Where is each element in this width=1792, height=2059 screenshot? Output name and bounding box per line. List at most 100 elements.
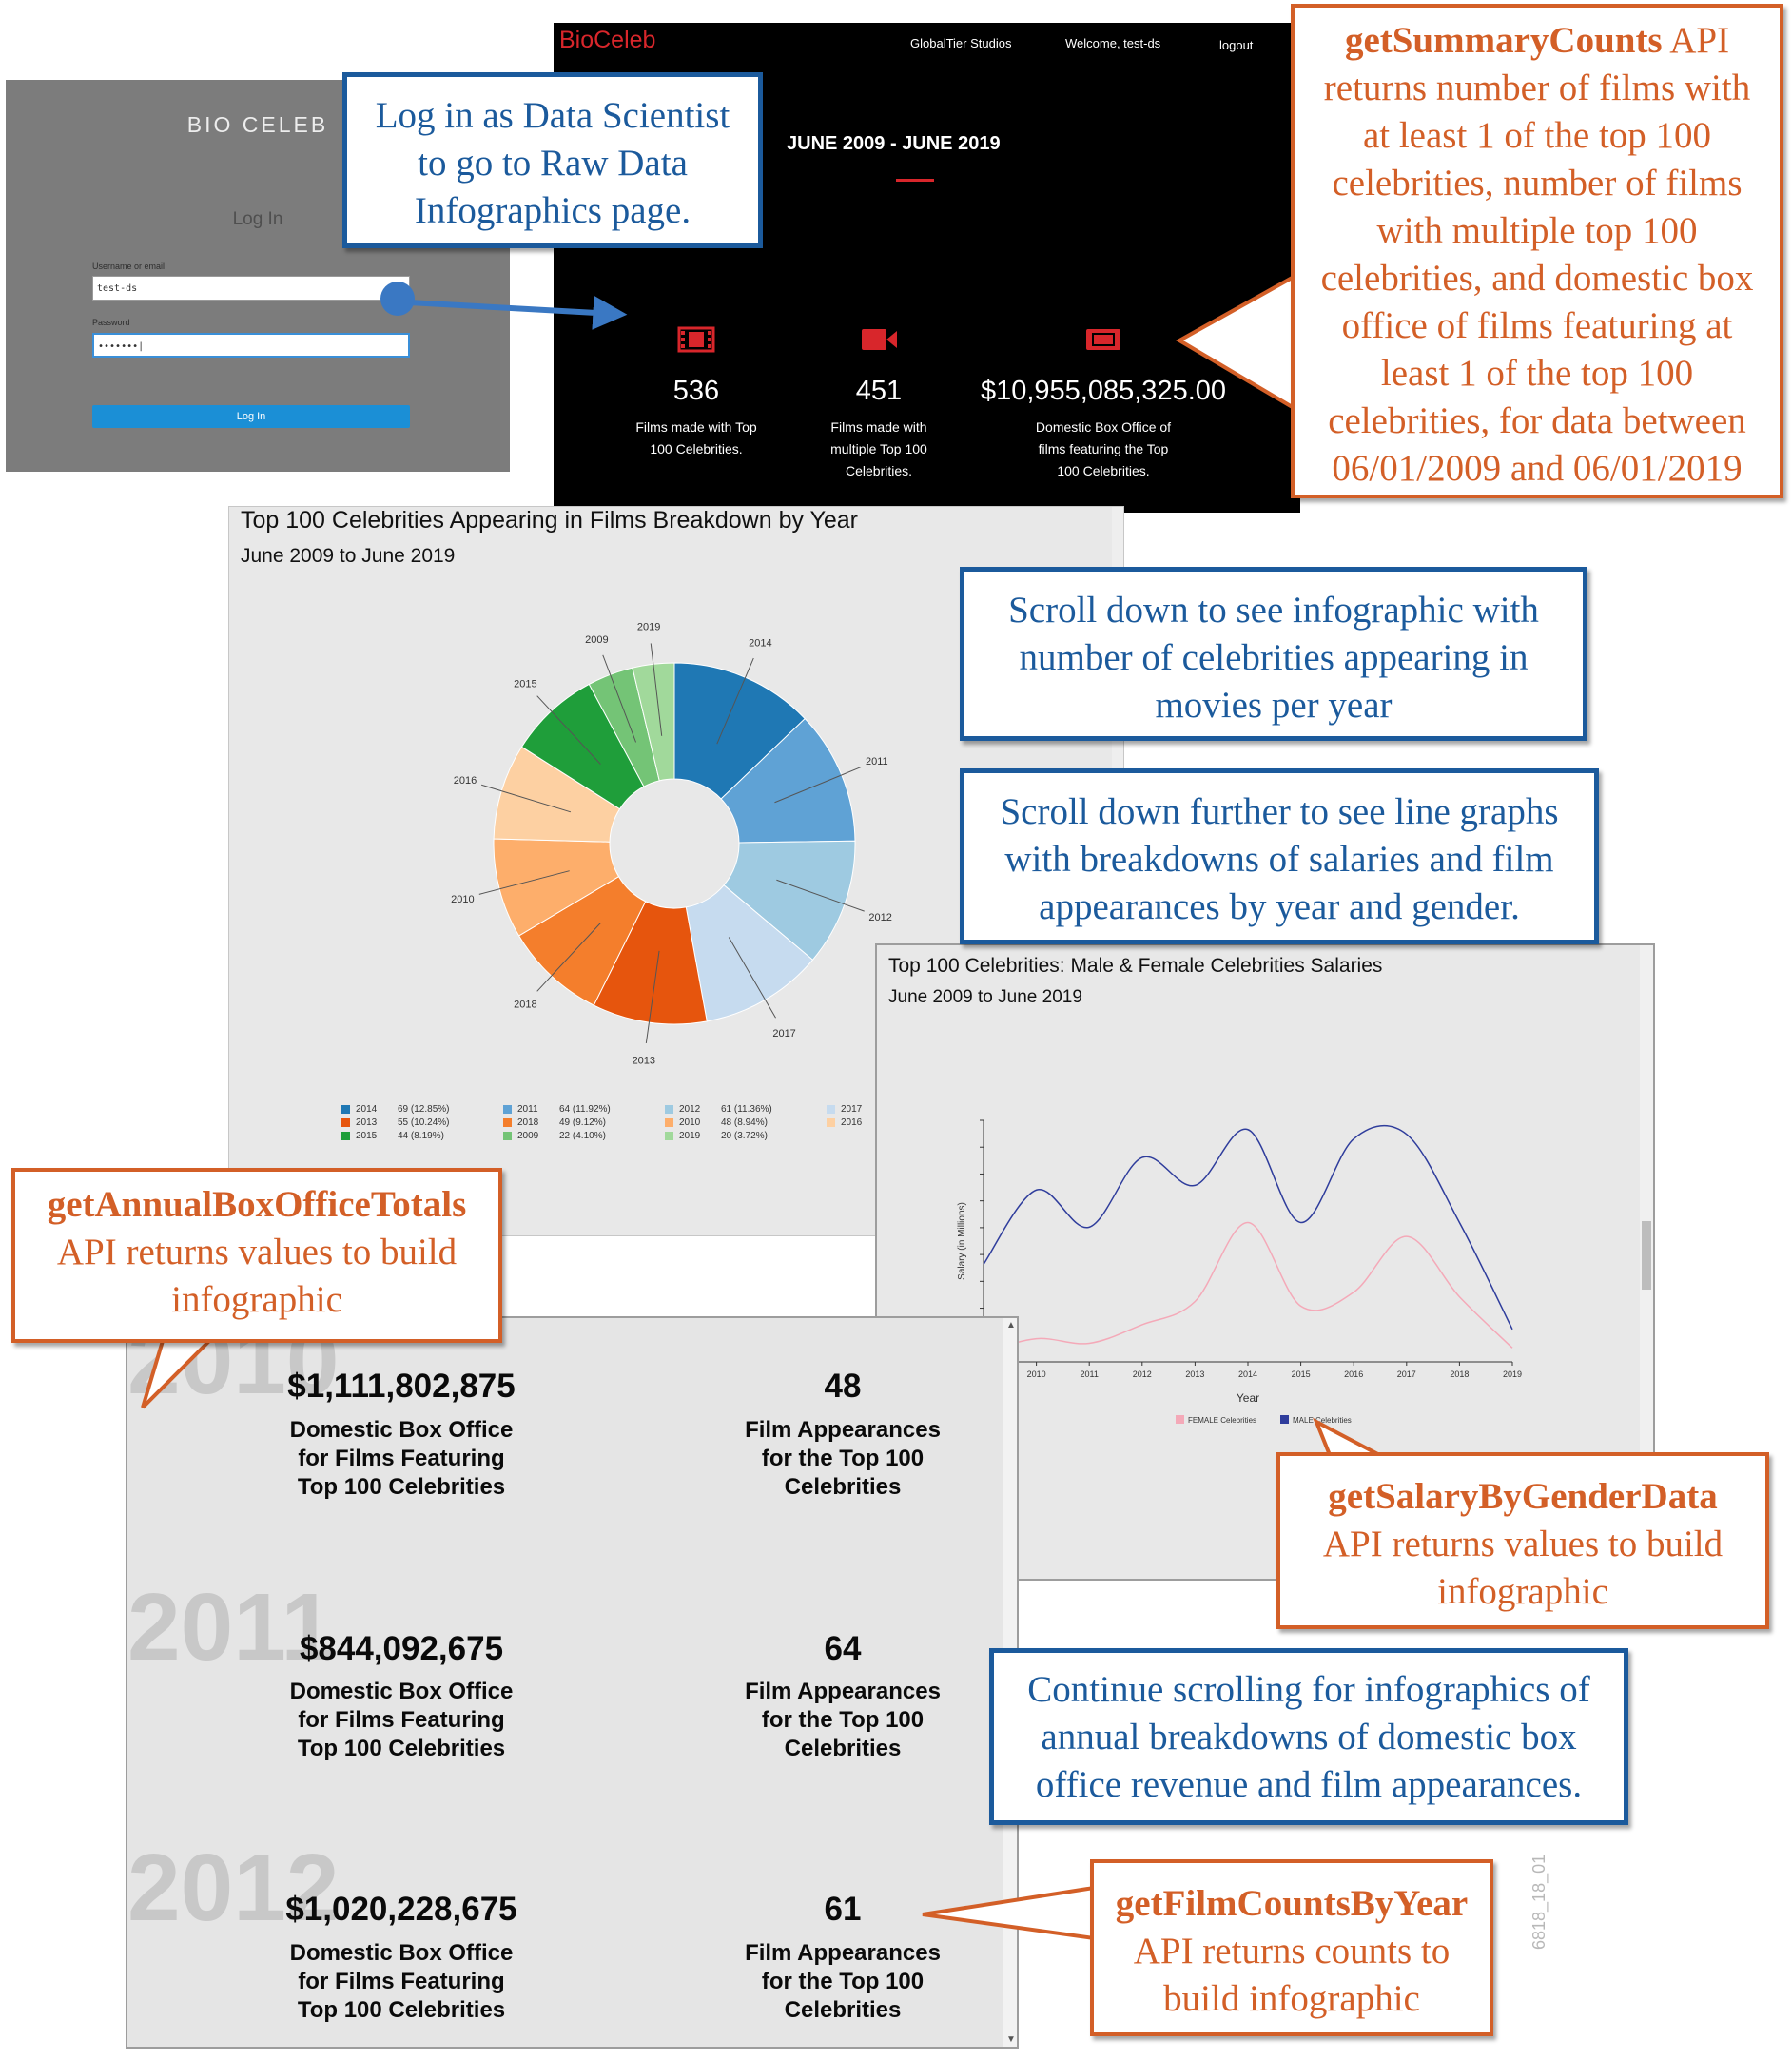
legend-value-2010: 48 (8.94%): [721, 1117, 768, 1128]
annual-api-callout: getAnnualBoxOfficeTotals API returns val…: [11, 1168, 502, 1343]
scroll-note-3-callout: Continue scrolling for infographics of a…: [989, 1648, 1628, 1825]
film-callout-pointer: [922, 1885, 1096, 1941]
pie-label-2015: 2015: [514, 679, 536, 690]
legend-year-2016: 2016: [841, 1117, 863, 1128]
legend-year-2012: 2012: [679, 1104, 701, 1115]
legend-item-2018: 2018 49 (9.12%): [503, 1117, 606, 1128]
login-button[interactable]: Log In: [92, 405, 410, 428]
box-office-value-2012: $1,020,228,675: [285, 1891, 517, 1928]
salary-x-tick-label: 2015: [1292, 1369, 1311, 1379]
appearances-desc-2012: Film Appearances for the Top 100 Celebri…: [745, 1940, 941, 2023]
salary-legend-label: MALE Celebrities: [1293, 1416, 1352, 1425]
legend-item-2012: 2012 61 (11.36%): [665, 1104, 772, 1115]
pie-slice-2019[interactable]: [632, 662, 675, 782]
salary-api-name: getSalaryByGenderData: [1328, 1476, 1718, 1517]
stat-films: 536 Films made with Top 100 Celebrities.: [592, 325, 801, 460]
legend-item-2013: 2013 55 (10.24%): [341, 1117, 449, 1128]
film-api-callout: getFilmCountsByYear API returns counts t…: [1090, 1859, 1493, 2036]
appearances-desc-2011: Film Appearances for the Top 100 Celebri…: [745, 1679, 941, 1761]
pie-leader-2015: [536, 695, 601, 765]
pie-leader-2016: [481, 784, 572, 813]
annual-api-name: getAnnualBoxOfficeTotals: [47, 1184, 467, 1225]
pie-leader-2012: [776, 879, 865, 912]
salary-x-tick-label: 2014: [1238, 1369, 1257, 1379]
logout-link[interactable]: logout: [1219, 38, 1254, 52]
salary-x-tick-label: 2012: [1133, 1369, 1152, 1379]
salary-api-text: API returns values to build infographic: [1322, 1524, 1724, 1612]
pie-label-2018: 2018: [514, 999, 536, 1010]
legend-swatch-2010: [665, 1117, 673, 1127]
pie-leader-2019: [650, 643, 663, 736]
legend-swatch-2011: [503, 1104, 512, 1114]
pie-label-2009: 2009: [585, 634, 608, 646]
pie-title: Top 100 Celebrities Appearing in Films B…: [241, 507, 858, 534]
legend-swatch-2017: [827, 1104, 835, 1114]
legend-item-2009: 2009 22 (4.10%): [503, 1131, 606, 1141]
summary-api-name: getSummaryCounts: [1344, 20, 1663, 61]
salary-x-tick-label: 2011: [1081, 1369, 1099, 1379]
annual-api-text: API returns values to build infographic: [56, 1232, 458, 1320]
legend-year-2014: 2014: [356, 1104, 378, 1115]
pie-label-2017: 2017: [772, 1028, 795, 1039]
salary-x-tick-label: 2018: [1450, 1369, 1469, 1379]
accent-divider: [896, 179, 934, 182]
salary-scrollbar[interactable]: [1640, 945, 1653, 1579]
pie-slice-2017[interactable]: [685, 884, 814, 1022]
app-logo[interactable]: BioCeleb: [559, 27, 656, 53]
stat-multi-films-label: Films made with multiple Top 100 Celebri…: [830, 419, 927, 478]
pie-slice-2014[interactable]: [673, 662, 806, 800]
scroll-up-arrow[interactable]: ▲: [1006, 1320, 1016, 1331]
pie-leader-2009: [602, 654, 637, 743]
nav-studio[interactable]: GlobalTier Studios: [910, 36, 1012, 50]
stat-multi-films: 451 Films made with multiple Top 100 Cel…: [774, 325, 984, 482]
salary-series-female[interactable]: [983, 1221, 1513, 1353]
username-field[interactable]: test-ds: [92, 276, 410, 301]
password-label: Password: [92, 318, 130, 327]
legend-item-2016: 2016: [827, 1117, 883, 1128]
legend-year-2013: 2013: [356, 1117, 378, 1128]
pie-label-2012: 2012: [868, 912, 891, 923]
legend-swatch-2014: [341, 1104, 350, 1114]
legend-year-2017: 2017: [841, 1104, 863, 1115]
box-office-desc-2010: Domestic Box Office for Films Featuring …: [289, 1417, 514, 1500]
date-range: JUNE 2009 - JUNE 2019: [787, 133, 1001, 154]
username-label: Username or email: [92, 262, 166, 271]
pie-leader-2010: [478, 870, 570, 895]
salary-series-male[interactable]: [983, 1124, 1513, 1331]
salary-legend-swatch: [1280, 1415, 1289, 1424]
legend-item-2011: 2011 64 (11.92%): [503, 1104, 611, 1115]
legend-year-2011: 2011: [517, 1104, 538, 1115]
legend-item-2017: 2017: [827, 1104, 883, 1115]
nav-welcome: Welcome, test-ds: [1065, 36, 1161, 50]
salary-api-callout: getSalaryByGenderData API returns values…: [1276, 1452, 1769, 1629]
box-office-panel: ▲ ▼ 2010 $1,111,802,875 Domestic Box Off…: [126, 1316, 1019, 2049]
connector-dot: [380, 282, 415, 316]
scroll-down-arrow[interactable]: ▼: [1006, 2034, 1016, 2045]
appearances-desc-2010: Film Appearances for the Top 100 Celebri…: [745, 1417, 941, 1500]
pie-chart: 2014 2011 2012 2017 2013 2018 2010 2016 2015 2009…: [451, 622, 892, 1067]
legend-year-2015: 2015: [356, 1131, 378, 1141]
summary-api-text: API returns number of films with at leas…: [1320, 20, 1754, 489]
legend-year-2009: 2009: [517, 1131, 539, 1141]
connector-arrow: [408, 295, 628, 330]
legend-value-2019: 20 (3.72%): [721, 1131, 768, 1141]
salary-title: Top 100 Celebrities: Male & Female Celeb…: [888, 955, 1383, 977]
stat-multi-films-value: 451: [855, 376, 903, 406]
legend-year-2019: 2019: [679, 1131, 701, 1141]
salary-scroll-thumb[interactable]: [1642, 1221, 1651, 1290]
video-camera-icon: [862, 329, 897, 350]
pie-slice-2011[interactable]: [720, 717, 856, 844]
summary-callout-pointer: [1175, 272, 1297, 413]
year-watermark-2011: 2011: [127, 1574, 334, 1680]
appearances-value-2010: 48: [824, 1368, 862, 1405]
stat-films-value: 536: [672, 376, 720, 406]
salary-legend-swatch: [1176, 1415, 1184, 1424]
legend-value-2018: 49 (9.12%): [559, 1117, 606, 1128]
login-brand: BIO CELEB: [186, 112, 329, 137]
salary-y-axis-label: Salary (in Millions): [957, 1202, 967, 1280]
box-office-desc-2012: Domestic Box Office for Films Featuring …: [289, 1940, 514, 2023]
pie-leader-2014: [716, 657, 754, 745]
password-field[interactable]: •••••••|: [92, 333, 410, 358]
legend-value-2011: 64 (11.92%): [559, 1104, 611, 1115]
salary-x-tick-label: 2017: [1397, 1369, 1416, 1379]
